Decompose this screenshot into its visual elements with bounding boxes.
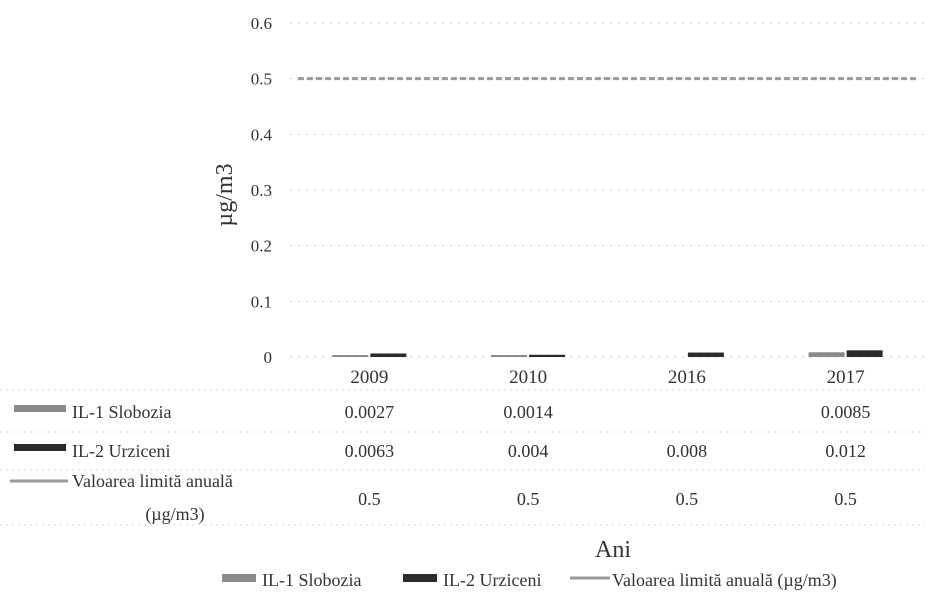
table-cell: 0.0014 xyxy=(503,402,553,422)
table-row-label: IL-2 Urziceni xyxy=(72,441,170,461)
data-table: IL-1 Slobozia IL-2 Urziceni Valoarea limit… xyxy=(0,389,925,526)
y-axis-title: µg/m3 xyxy=(212,163,238,226)
table-cell: 0.008 xyxy=(667,441,708,461)
legend: IL-1 Slobozia IL-2 Urziceni Valoarea lim… xyxy=(222,570,837,591)
bar-il-2-urziceni-2017 xyxy=(846,350,883,357)
bar-il-1-slobozia-2010 xyxy=(491,355,528,357)
legend-label-limit: Valoarea limită anuală (µg/m3) xyxy=(612,570,837,591)
table-row-label: (µg/m3) xyxy=(145,504,204,525)
x-tick-labels: 2009 2010 2016 2017 xyxy=(350,367,864,388)
bar-il-2-urziceni-2010 xyxy=(529,354,566,357)
y-tick-label: 0.2 xyxy=(251,237,272,256)
y-tick-label: 0.6 xyxy=(251,14,272,33)
legend-label-urziceni: IL-2 Urziceni xyxy=(443,570,541,590)
y-tick-label: 0 xyxy=(264,348,273,367)
table-cell: 0.0085 xyxy=(821,402,871,422)
table-cell: 0.0027 xyxy=(345,402,395,422)
y-tick-label: 0.3 xyxy=(251,181,272,200)
legend-label-slobozia: IL-1 Slobozia xyxy=(262,570,361,590)
table-swatch-slobozia xyxy=(14,405,66,412)
table-cell: 0.5 xyxy=(834,489,857,509)
table-row-label: IL-1 Slobozia xyxy=(72,402,171,422)
table-swatch-urziceni xyxy=(14,444,66,451)
x-tick-label: 2017 xyxy=(827,367,865,388)
table-cell: 0.5 xyxy=(676,489,699,509)
y-tick-label: 0.5 xyxy=(251,70,272,89)
bar-il-2-urziceni-2009 xyxy=(370,353,407,357)
table-row-label: Valoarea limită anuală xyxy=(72,471,233,491)
bar-il-2-urziceni-2016 xyxy=(687,352,724,357)
x-tick-label: 2010 xyxy=(509,367,547,388)
table-cell: 0.012 xyxy=(825,441,866,461)
x-tick-label: 2009 xyxy=(350,367,388,388)
table-cell: 0.004 xyxy=(508,441,549,461)
legend-swatch-slobozia xyxy=(222,574,256,582)
bar-il-1-slobozia-2009 xyxy=(332,355,369,357)
table-cell: 0.5 xyxy=(358,489,381,509)
table-cell: 0.0063 xyxy=(345,441,395,461)
gridlines xyxy=(290,22,925,358)
x-axis-title: Ani xyxy=(595,537,631,563)
y-tick-label: 0.4 xyxy=(251,125,273,144)
legend-swatch-urziceni xyxy=(403,574,437,582)
bar-il-1-slobozia-2017 xyxy=(808,352,845,357)
y-tick-label: 0.1 xyxy=(251,292,272,311)
y-tick-labels: 0 0.1 0.2 0.3 0.4 0.5 0.6 xyxy=(251,14,273,367)
x-tick-label: 2016 xyxy=(668,367,706,388)
bars xyxy=(332,350,883,357)
table-cell: 0.5 xyxy=(517,489,540,509)
